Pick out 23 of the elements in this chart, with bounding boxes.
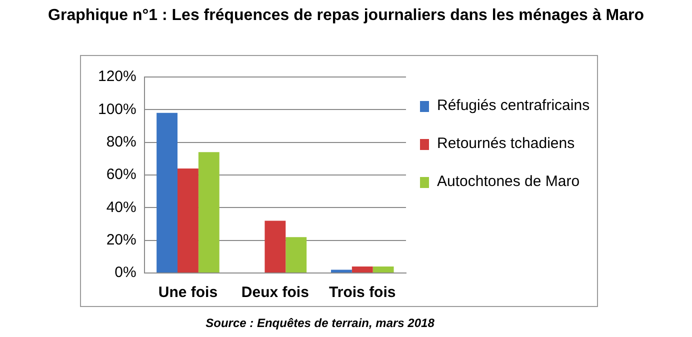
y-tick-label: 60% — [106, 166, 136, 184]
bar — [198, 152, 220, 272]
chart-title: Graphique n°1 : Les fréquences de repas journaliers dans les ménages à Maro — [47, 6, 645, 25]
y-tick-label: 0% — [114, 264, 136, 282]
source-note: Source : Enquêtes de terrain, mars 2018 — [204, 316, 436, 330]
bar — [178, 168, 198, 272]
bar — [156, 112, 178, 272]
y-tick-label: 100% — [98, 100, 136, 118]
y-tick-label: 120% — [98, 68, 136, 86]
y-tick-label: 40% — [106, 198, 136, 216]
bar — [352, 266, 373, 272]
bar — [372, 266, 394, 272]
legend-label: Retournés tchadiens — [437, 134, 575, 154]
bar — [264, 220, 286, 272]
x-tick-label: Deux fois — [241, 284, 309, 302]
x-tick-label: Une fois — [158, 284, 218, 302]
legend-label: Réfugiés centrafricains — [437, 96, 590, 116]
bar — [286, 237, 307, 272]
legend-label: Autochtones de Maro — [437, 172, 580, 192]
bar — [331, 270, 352, 272]
y-tick-label: 20% — [106, 231, 136, 248]
y-tick-label: 80% — [106, 133, 136, 150]
x-tick-label: Trois fois — [329, 284, 396, 302]
